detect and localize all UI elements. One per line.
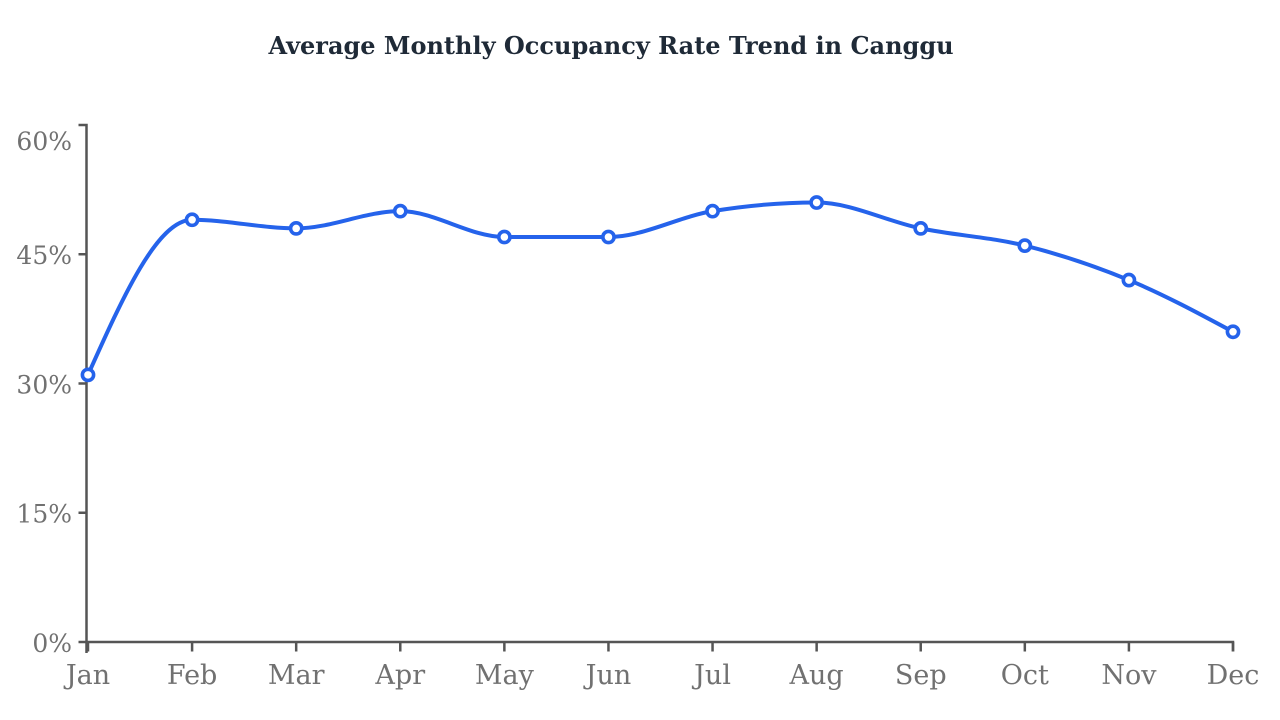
x-tick-label: Dec — [1207, 660, 1260, 691]
x-tick-label: Apr — [374, 660, 425, 691]
x-axis — [86, 640, 1235, 652]
data-point-aug — [809, 195, 825, 210]
x-tick-label: Oct — [1001, 660, 1049, 691]
data-point-mar — [288, 220, 304, 236]
x-tick-label: Sep — [895, 660, 947, 691]
x-tick-label: Nov — [1101, 660, 1157, 691]
x-tick-label: Jun — [583, 660, 632, 691]
data-point-apr — [392, 203, 408, 219]
data-point-feb — [184, 212, 200, 228]
y-axis — [78, 123, 88, 653]
x-tick-label: Aug — [789, 660, 844, 691]
data-point-nov — [1121, 272, 1137, 288]
y-tick-label: 45% — [16, 241, 72, 270]
data-point-may — [496, 229, 512, 245]
x-tick-label: Feb — [167, 660, 218, 691]
data-point-jul — [705, 203, 720, 219]
data-point-jun — [601, 229, 616, 245]
trend-line — [86, 200, 1235, 377]
y-tick-label: 15% — [16, 500, 72, 529]
data-point-jan — [80, 367, 96, 383]
data-point-sep — [913, 220, 929, 236]
y-tick-label: 0% — [32, 629, 72, 658]
x-tick-label: Jul — [691, 660, 731, 691]
y-tick-label: 60% — [16, 127, 72, 156]
x-tick-label: Mar — [268, 660, 325, 691]
data-point-oct — [1017, 238, 1033, 254]
x-tick-label: Jan — [63, 660, 110, 691]
data-point-dec — [1225, 324, 1241, 340]
y-tick-label: 30% — [16, 370, 72, 399]
x-tick-label: May — [475, 660, 535, 691]
chart-title: Average Monthly Occupancy Rate Trend in … — [268, 31, 954, 60]
